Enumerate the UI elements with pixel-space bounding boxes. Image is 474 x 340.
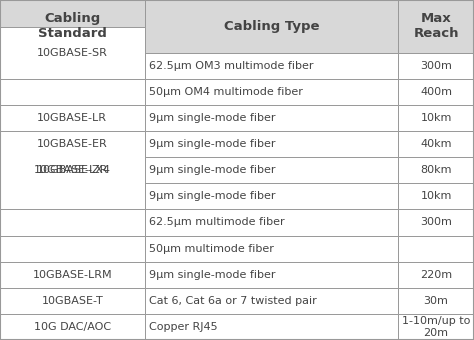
Bar [0,131,145,157]
Text: 10G DAC/AOC: 10G DAC/AOC [34,322,111,332]
Bar [145,105,398,131]
Text: 1-10m/up to
20m: 1-10m/up to 20m [402,316,470,338]
Bar [145,288,398,314]
Text: 62.5μm OM3 multimode fiber: 62.5μm OM3 multimode fiber [149,61,314,71]
Text: 10km: 10km [420,113,452,123]
Bar [145,0,398,53]
Text: 50μm multimode fiber: 50μm multimode fiber [149,243,274,254]
Bar [0,236,145,262]
Bar [0,314,145,340]
Text: 9μm single-mode fiber: 9μm single-mode fiber [149,165,276,175]
Bar [145,236,398,262]
Text: 10GBASE-LRM: 10GBASE-LRM [33,270,112,280]
Bar [145,314,398,340]
Bar [0,157,145,183]
Bar [398,53,474,79]
Text: Cat 6, Cat 6a or 7 twisted pair: Cat 6, Cat 6a or 7 twisted pair [149,296,317,306]
Bar [398,209,474,236]
Text: Copper RJ45: Copper RJ45 [149,322,218,332]
Bar [145,262,398,288]
Bar [398,105,474,131]
Bar [398,288,474,314]
Bar [398,131,474,157]
Text: 10GBASE-LR: 10GBASE-LR [37,113,107,123]
Bar [145,157,398,183]
Bar [145,131,398,157]
Text: 10GBASE-LX4: 10GBASE-LX4 [34,165,111,175]
Bar [0,79,145,105]
Bar [398,157,474,183]
Text: 30m: 30m [424,296,448,306]
Bar [398,236,474,262]
Text: 9μm single-mode fiber: 9μm single-mode fiber [149,270,276,280]
Text: 62.5μm multimode fiber: 62.5μm multimode fiber [149,218,285,227]
Bar [0,209,145,236]
Bar [145,209,398,236]
Text: 9μm single-mode fiber: 9μm single-mode fiber [149,113,276,123]
Bar [0,27,145,79]
Text: 40km: 40km [420,139,452,149]
Text: 9μm single-mode fiber: 9μm single-mode fiber [149,139,276,149]
Text: Cabling Type: Cabling Type [224,20,319,33]
Text: 10GBASE-T: 10GBASE-T [41,296,103,306]
Bar [0,131,145,209]
Bar [398,183,474,209]
Bar [145,183,398,209]
Bar [145,79,398,105]
Text: 220m: 220m [420,270,452,280]
Text: 80km: 80km [420,165,452,175]
Bar [0,0,145,53]
Text: Max
Reach: Max Reach [413,12,459,40]
Text: 400m: 400m [420,87,452,97]
Text: 9μm single-mode fiber: 9μm single-mode fiber [149,191,276,201]
Text: 10GBASE-SR: 10GBASE-SR [37,48,108,58]
Bar [398,0,474,53]
Text: Cabling
Standard: Cabling Standard [38,12,107,40]
Bar [0,262,145,288]
Text: 10GBASE-ER: 10GBASE-ER [37,139,108,149]
Text: 300m: 300m [420,218,452,227]
Text: 50μm OM4 multimode fiber: 50μm OM4 multimode fiber [149,87,303,97]
Bar [398,79,474,105]
Text: 300m: 300m [420,61,452,71]
Bar [145,53,398,79]
Text: 10km: 10km [420,191,452,201]
Bar [398,262,474,288]
Bar [0,105,145,131]
Bar [0,288,145,314]
Bar [398,314,474,340]
Text: 10GBASE-ZR: 10GBASE-ZR [36,165,108,175]
